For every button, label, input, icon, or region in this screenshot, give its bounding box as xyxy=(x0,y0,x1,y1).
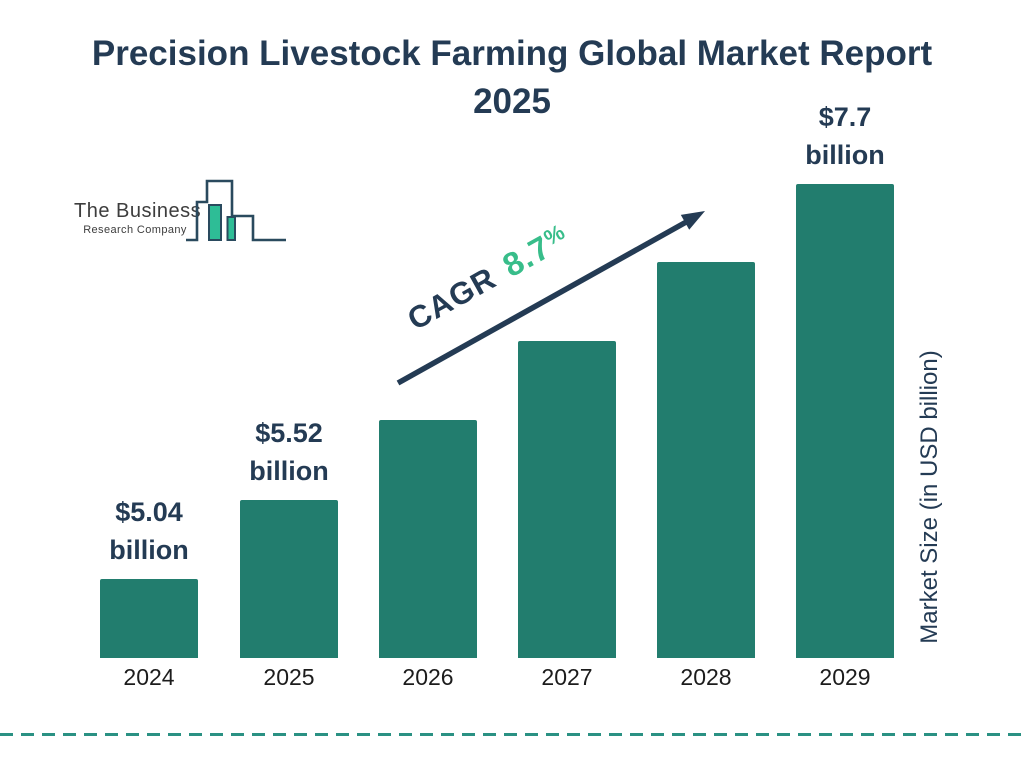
x-axis-label-2024: 2024 xyxy=(123,664,175,690)
page-title-text: Precision Livestock Farming Global Marke… xyxy=(91,34,933,121)
bar-2028 xyxy=(657,262,755,658)
bottom-divider-line xyxy=(0,733,1024,736)
value-amount: $5.04 xyxy=(115,497,183,527)
x-axis-label-2027: 2027 xyxy=(541,664,593,690)
company-logo-text: The Business Research Company xyxy=(74,200,202,236)
y-axis-label: Market Size (in USD billion) xyxy=(916,350,943,644)
cagr-label: CAGR xyxy=(401,260,502,337)
x-axis-label-2028: 2028 xyxy=(680,664,732,690)
x-axis-label-2029: 2029 xyxy=(819,664,871,690)
company-logo: The Business Research Company xyxy=(74,176,289,246)
bar-2024 xyxy=(100,579,198,658)
bar-value-label-2024: $5.04 billion xyxy=(69,493,229,569)
logo-name-line1: The Business xyxy=(74,200,202,222)
value-amount: $5.52 xyxy=(255,418,323,448)
page-title: Precision Livestock Farming Global Marke… xyxy=(0,30,1024,126)
bar-2025 xyxy=(240,500,338,658)
value-unit: billion xyxy=(109,535,189,565)
bar-2026 xyxy=(379,420,477,658)
logo-bar-chart-icon xyxy=(186,179,286,242)
bar-2027 xyxy=(518,341,616,658)
logo-name-line2: Research Company xyxy=(83,224,187,236)
x-axis-label-2025: 2025 xyxy=(263,664,315,690)
bar-value-label-2029: $7.7 billion xyxy=(765,98,925,174)
value-unit: billion xyxy=(249,456,329,486)
bar-value-label-2025: $5.52 billion xyxy=(209,414,369,490)
value-unit: billion xyxy=(805,140,885,170)
x-axis-label-2026: 2026 xyxy=(402,664,454,690)
bar-2029 xyxy=(796,184,894,658)
value-amount: $7.7 xyxy=(818,102,872,132)
